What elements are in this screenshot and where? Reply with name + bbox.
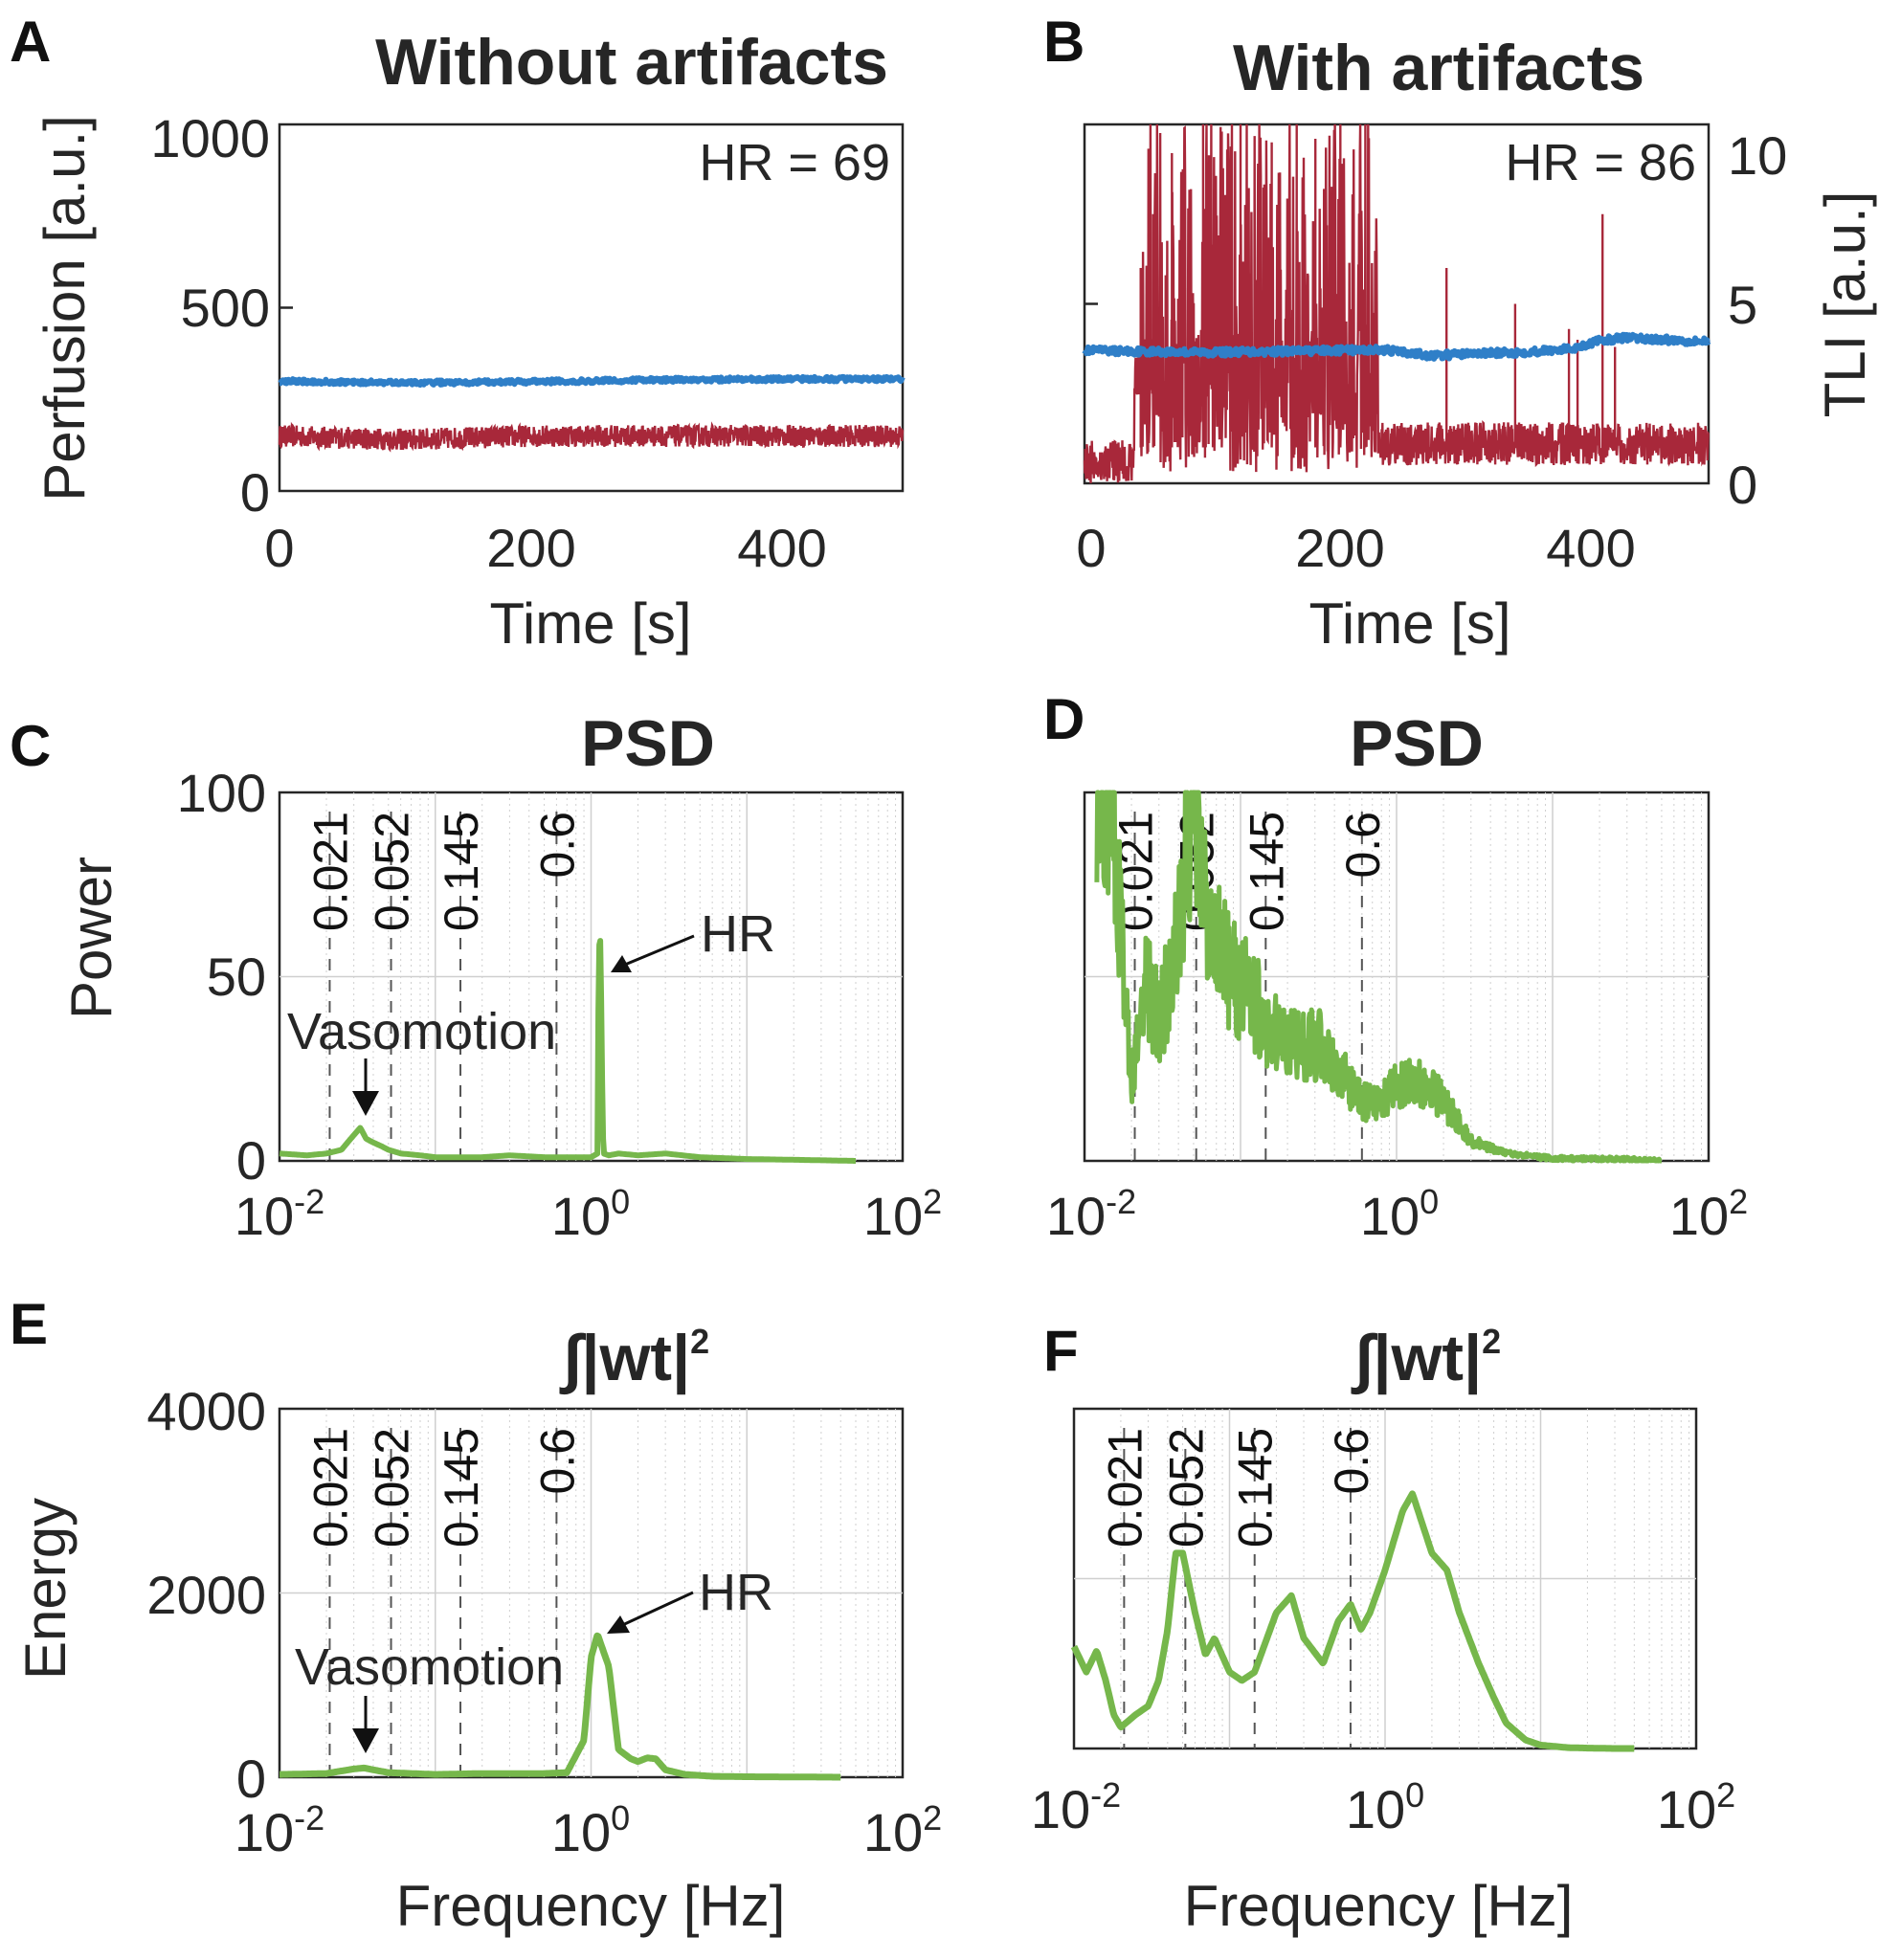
axes-d-plot: 0.021 0.052 0.145 0.6 xyxy=(1085,790,1709,1164)
ylabel-e: Energy xyxy=(13,1498,78,1680)
xtick-e-1e2: 102 xyxy=(863,1798,942,1862)
ytick-b-right-10: 10 xyxy=(1728,125,1787,186)
panel-letter-e: E xyxy=(10,1292,48,1356)
hr-value-a: HR = 69 xyxy=(699,134,890,191)
hr-arrowhead-e xyxy=(607,1615,630,1634)
band-label-D-2: 0.145 xyxy=(1240,812,1293,931)
band-label-E-0: 0.021 xyxy=(303,1428,357,1548)
band-label-C-2: 0.145 xyxy=(435,812,488,931)
ytick-a-0: 0 xyxy=(240,462,270,523)
ytick-a-500: 500 xyxy=(181,278,270,338)
band-label-C-0: 0.021 xyxy=(303,812,357,931)
xtick-e-1e-2: 10-2 xyxy=(235,1798,324,1862)
panel-b-title: With artifacts xyxy=(1233,32,1644,104)
series-A-tli xyxy=(278,421,905,453)
panel-e-title: ∫|wt|2 xyxy=(559,1322,709,1395)
band-label-F-0: 0.021 xyxy=(1098,1428,1152,1548)
panel-d-title: PSD xyxy=(1350,707,1484,780)
hr-arrow-c xyxy=(619,934,695,969)
series-B-perfusion xyxy=(1082,331,1711,362)
axes-f-plot: 0.021 0.052 0.145 0.6 xyxy=(1070,1409,1696,1752)
series-A-perfusion xyxy=(277,373,906,389)
xlabel-b: Time [s] xyxy=(1308,591,1510,656)
panel-d: D PSD 0.021 0.052 0.145 0.6 10-2 100 102 xyxy=(1043,687,1748,1246)
vasomotion-arrowhead-e xyxy=(352,1728,379,1753)
ytick-e-2000: 2000 xyxy=(146,1565,266,1625)
ytick-c-50: 50 xyxy=(207,947,266,1007)
axes-e-plot: 0.021 0.052 0.145 0.6 xyxy=(277,1409,903,1781)
hr-label-c: HR xyxy=(701,905,775,963)
xtick-d-1e0: 100 xyxy=(1360,1182,1439,1246)
band-label-E-1: 0.052 xyxy=(366,1428,419,1548)
series-F-spectrum xyxy=(1070,1490,1637,1752)
xtick-b-400: 400 xyxy=(1546,518,1635,578)
axes-b-plot xyxy=(1082,123,1711,483)
band-label-C-3: 0.6 xyxy=(530,812,584,879)
hr-label-e: HR xyxy=(699,1564,773,1621)
series-B-tli xyxy=(1083,123,1710,483)
ytick-a-1000: 1000 xyxy=(150,108,270,168)
vasomotion-label-e: Vasomotion xyxy=(295,1638,564,1696)
band-label-E-3: 0.6 xyxy=(530,1428,584,1495)
panel-letter-a: A xyxy=(10,10,51,74)
xtick-b-0: 0 xyxy=(1076,518,1106,578)
panel-letter-c: C xyxy=(10,714,51,778)
vasomotion-label-c: Vasomotion xyxy=(287,1003,556,1060)
hr-arrowhead-c xyxy=(611,955,632,972)
ytick-e-0: 0 xyxy=(236,1748,266,1809)
panel-e: E ∫|wt|2 0.021 0.052 0.145 0.6 0 2000 4000 … xyxy=(10,1292,942,1938)
ytick-e-4000: 4000 xyxy=(146,1381,266,1441)
ytick-b-right-5: 5 xyxy=(1728,275,1757,335)
series-D-spectrum xyxy=(1094,790,1664,1164)
xtick-f-1e0: 100 xyxy=(1346,1775,1424,1839)
xtick-d-1e2: 102 xyxy=(1669,1182,1748,1246)
xtick-f-1e-2: 10-2 xyxy=(1031,1775,1121,1839)
panel-c-title: PSD xyxy=(581,707,715,780)
panel-letter-d: D xyxy=(1043,687,1085,751)
xlabel-e: Frequency [Hz] xyxy=(396,1874,786,1938)
vasomotion-arrowhead-c xyxy=(352,1091,379,1116)
panel-c: C PSD 0.021 0.052 0.145 0.6 0 50 100 10-2 1… xyxy=(10,707,942,1246)
ytick-b-right-0: 0 xyxy=(1728,455,1757,515)
panel-letter-b: B xyxy=(1043,10,1085,74)
xtick-a-200: 200 xyxy=(486,518,575,578)
ylabel-b-right: TLI [a.u.] xyxy=(1813,191,1877,418)
band-label-F-3: 0.6 xyxy=(1325,1428,1378,1495)
band-label-E-2: 0.145 xyxy=(435,1428,488,1548)
panel-f-title: ∫|wt|2 xyxy=(1351,1322,1501,1395)
xtick-c-1e2: 102 xyxy=(863,1182,942,1246)
panel-f: F ∫|wt|2 0.021 0.052 0.145 0.6 10-2 100 102… xyxy=(1031,1319,1735,1938)
band-label-F-2: 0.145 xyxy=(1229,1428,1283,1548)
hr-value-b: HR = 86 xyxy=(1505,134,1696,191)
ylabel-c: Power xyxy=(59,857,123,1019)
series-C-spectrum xyxy=(278,938,858,1164)
band-label-F-1: 0.052 xyxy=(1159,1428,1213,1548)
band-label-C-1: 0.052 xyxy=(366,812,419,931)
xtick-f-1e2: 102 xyxy=(1657,1775,1735,1839)
xlabel-a: Time [s] xyxy=(489,591,691,656)
axes-a-plot xyxy=(277,306,906,453)
xtick-c-1e-2: 10-2 xyxy=(235,1182,324,1246)
ytick-c-100: 100 xyxy=(177,763,266,823)
ylabel-a: Perfusion [a.u.] xyxy=(33,115,97,501)
xtick-d-1e-2: 10-2 xyxy=(1046,1182,1136,1246)
series-E-spectrum xyxy=(277,1632,843,1781)
ytick-c-0: 0 xyxy=(236,1130,266,1191)
band-label-D-3: 0.6 xyxy=(1336,812,1390,879)
panel-a-title: Without artifacts xyxy=(375,26,888,99)
xtick-b-200: 200 xyxy=(1295,518,1384,578)
hr-arrow-e xyxy=(617,1591,694,1629)
panel-a: A Without artifacts 0 500 1000 0 200 400… xyxy=(10,10,906,656)
axes-c-plot: 0.021 0.052 0.145 0.6 xyxy=(278,792,903,1164)
xlabel-f: Frequency [Hz] xyxy=(1184,1874,1574,1938)
xtick-e-1e0: 100 xyxy=(551,1798,630,1862)
xtick-a-400: 400 xyxy=(737,518,826,578)
panel-b: B With artifacts 0 5 10 0 200 400 Time [… xyxy=(1043,10,1877,656)
xtick-c-1e0: 100 xyxy=(551,1182,630,1246)
xtick-a-0: 0 xyxy=(264,518,294,578)
panel-letter-f: F xyxy=(1043,1319,1079,1383)
